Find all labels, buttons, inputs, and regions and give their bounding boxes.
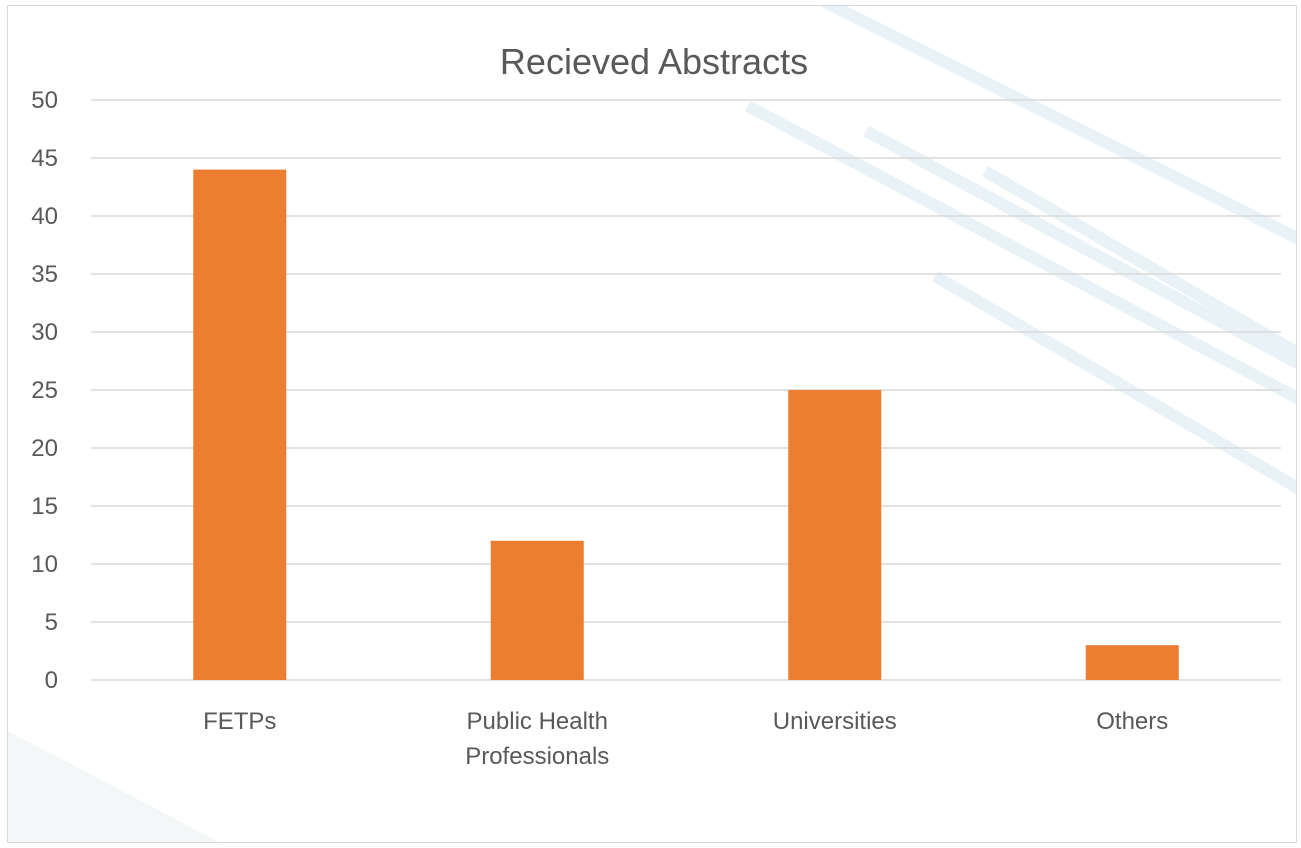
decor-stripe [931, 270, 1296, 494]
decor-stripe [745, 100, 1296, 405]
bar [490, 540, 584, 680]
y-tick-label: 45 [31, 145, 58, 172]
decor-stripe [820, 6, 1296, 245]
gridlines [91, 99, 1281, 681]
y-tick-label: 25 [31, 377, 58, 404]
background-decoration [8, 6, 1296, 842]
x-axis-labels: FETPs Public Health Professionals Universit… [203, 708, 1168, 770]
bar [788, 390, 882, 680]
chart-title: Recieved Abstracts [500, 41, 808, 82]
chart-frame: 0 5 10 15 20 25 30 35 40 45 50 FETPs Public Health P… [7, 5, 1297, 843]
x-tick-label: Universities [773, 708, 897, 735]
y-tick-label: 5 [45, 609, 58, 636]
decor-stripe [863, 125, 1296, 370]
y-axis-ticks: 0 5 10 15 20 25 30 35 40 45 50 [31, 87, 58, 694]
x-tick-label: FETPs [203, 708, 276, 735]
bars [193, 169, 1179, 680]
y-tick-label: 10 [31, 551, 58, 578]
x-tick-label: Professionals [465, 743, 609, 770]
bar [1085, 645, 1179, 680]
x-tick-label: Others [1096, 708, 1168, 735]
y-tick-label: 35 [31, 261, 58, 288]
y-tick-label: 50 [31, 87, 58, 114]
bar-chart: 0 5 10 15 20 25 30 35 40 45 50 FETPs Public Health P… [8, 6, 1296, 842]
y-tick-label: 15 [31, 493, 58, 520]
decor-stripe [981, 165, 1296, 359]
decor-corner [8, 731, 220, 842]
x-tick-label: Public Health [467, 708, 608, 735]
y-tick-label: 0 [45, 667, 58, 694]
y-tick-label: 40 [31, 203, 58, 230]
bar [193, 169, 287, 680]
y-tick-label: 30 [31, 319, 58, 346]
y-tick-label: 20 [31, 435, 58, 462]
